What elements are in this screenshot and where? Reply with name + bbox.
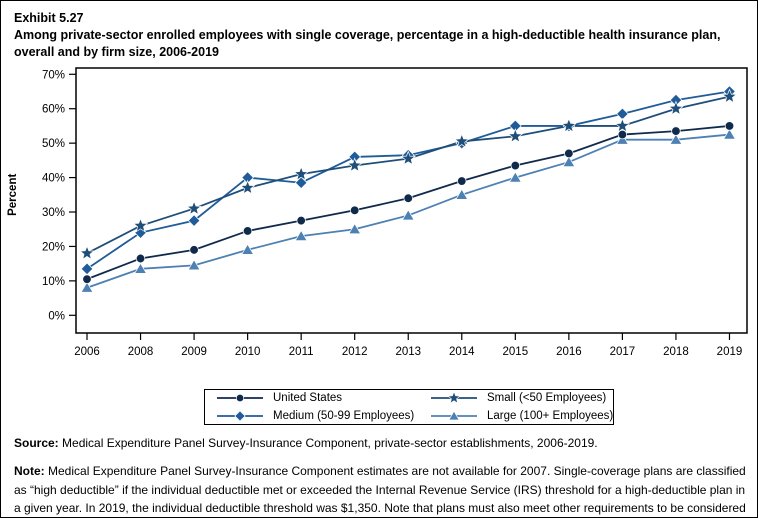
marker-small-50-employees-2014 (454, 133, 470, 149)
marker-united-states-2011 (296, 215, 306, 226)
y-axis-tick-label: 30% (42, 207, 65, 219)
legend-item-united-states: United States (216, 391, 430, 406)
marker-small-50-employees-2019 (721, 88, 738, 104)
marker-large-100-employees-2009 (187, 259, 201, 271)
x-axis-tick-label: 2012 (342, 346, 368, 358)
marker-small-50-employees-2011 (293, 165, 309, 181)
marker-large-100-employees-2008 (134, 262, 147, 274)
legend-item-small-50-employees: Small (<50 Employees) (430, 390, 613, 406)
chart-title: Among private-sector enrolled employees … (14, 28, 721, 59)
y-axis-title: Percent (7, 174, 19, 216)
marker-small-50-employees-2010 (239, 179, 256, 195)
marker-large-100-employees-2013 (401, 209, 415, 221)
marker-small-50-employees-2008 (132, 217, 149, 233)
legend-marker-medium-50-99-employees (234, 410, 246, 422)
y-axis-tick-label: 70% (42, 69, 65, 81)
footnotes: Source: Medical Expenditure Panel Survey… (14, 434, 748, 517)
legend-label: Small (<50 Employees) (487, 392, 607, 404)
legend-item-large-100-employees: Large (100+ Employees) (430, 409, 613, 424)
chart-legend: United States Small (<50 Employees) Medium… (204, 389, 614, 425)
x-axis-tick-label: 2013 (395, 346, 421, 358)
marker-small-50-employees-2006 (79, 245, 95, 260)
x-axis-tick-label: 2017 (610, 346, 636, 358)
marker-united-states-2008 (135, 253, 146, 264)
marker-large-100-employees-2019 (723, 128, 736, 140)
note-label: Note: (14, 464, 45, 479)
note-text: Medical Expenditure Panel Survey-Insuran… (14, 464, 746, 516)
x-axis-tick-label: 2018 (663, 346, 689, 358)
y-axis-tick-label: 10% (42, 276, 65, 288)
marker-large-100-employees-2016 (562, 155, 576, 167)
marker-small-50-employees-2009 (186, 200, 202, 216)
x-axis-tick-label: 2006 (74, 346, 100, 358)
y-axis-tick-label: 50% (42, 138, 65, 150)
marker-small-50-employees-2012 (346, 157, 363, 173)
x-axis-tick-label: 2019 (717, 346, 743, 358)
marker-large-100-employees-2010 (241, 243, 255, 255)
marker-united-states-2017 (617, 129, 628, 140)
marker-small-50-employees-2016 (561, 117, 577, 133)
marker-united-states-2019 (724, 121, 735, 131)
marker-large-100-employees-2011 (294, 229, 308, 241)
marker-united-states-2009 (189, 245, 199, 255)
x-axis-tick-label: 2016 (556, 346, 582, 358)
marker-united-states-2015 (510, 160, 520, 171)
marker-united-states-2012 (350, 205, 360, 215)
marker-small-50-employees-2015 (507, 128, 524, 143)
x-axis-tick-label: 2009 (181, 346, 207, 358)
marker-large-100-employees-2017 (615, 133, 629, 145)
source-label: Source: (14, 436, 59, 450)
series-line-small-50-employees (86, 95, 730, 255)
marker-small-50-employees-2017 (614, 117, 631, 133)
source-text: Medical Expenditure Panel Survey-Insuran… (58, 436, 598, 450)
legend-marker-large-100-employees (448, 410, 460, 421)
marker-large-100-employees-2014 (455, 188, 469, 200)
legend-label: United States (273, 392, 343, 404)
x-axis-tick-label: 2011 (289, 346, 314, 358)
marker-large-100-employees-2018 (669, 133, 683, 145)
y-axis-tick-label: 60% (42, 104, 65, 116)
x-axis-tick-label: 2008 (128, 346, 154, 358)
circle-icon (217, 393, 263, 403)
marker-large-100-employees-2012 (348, 223, 362, 235)
marker-medium-50-99-employees-2009 (187, 214, 201, 227)
plot-border (75, 67, 748, 334)
line-chart: 0% 10% 20% 30% 40% 50% 60% 70% 2006 2008 2009 2010 2… (7, 67, 748, 358)
source-line: Source: Medical Expenditure Panel Survey… (14, 434, 748, 452)
x-axis-tick-label: 2010 (235, 346, 261, 358)
marker-large-100-employees-2015 (508, 171, 522, 183)
x-axis-tick-label: 2015 (503, 346, 529, 358)
legend-marker-small-50-employees (447, 390, 461, 404)
series-line-medium-50-99-employees (86, 90, 730, 270)
title-block: Exhibit 5.27 Among private-sector enroll… (14, 10, 746, 60)
marker-united-states-2013 (403, 193, 413, 203)
legend-label: Medium (50-99 Employees) (273, 410, 415, 422)
y-axis-tick-label: 0% (48, 310, 65, 322)
marker-medium-50-99-employees-2011 (294, 176, 308, 190)
triangle-icon (431, 410, 477, 421)
diamond-icon (217, 410, 263, 422)
marker-small-50-employees-2018 (668, 100, 684, 116)
marker-medium-50-99-employees-2006 (80, 262, 94, 276)
legend-item-medium-50-99-employees: Medium (50-99 Employees) (216, 409, 430, 424)
star-icon (431, 390, 477, 404)
legend-label: Large (100+ Employees) (487, 410, 614, 422)
legend-marker-united-states (235, 393, 245, 403)
marker-united-states-2018 (671, 126, 681, 136)
marker-large-100-employees-2006 (80, 281, 94, 293)
marker-united-states-2016 (564, 148, 574, 159)
x-axis-tick-label: 2014 (449, 346, 475, 358)
y-axis-tick-label: 40% (42, 173, 65, 185)
marker-small-50-employees-2013 (400, 150, 417, 166)
exhibit-number: Exhibit 5.27 (14, 11, 84, 25)
marker-united-states-2006 (82, 274, 92, 284)
y-axis-tick-label: 20% (42, 241, 65, 253)
marker-united-states-2014 (457, 176, 467, 186)
note-line: Note: Medical Expenditure Panel Survey-I… (14, 462, 748, 517)
marker-united-states-2010 (242, 226, 253, 236)
